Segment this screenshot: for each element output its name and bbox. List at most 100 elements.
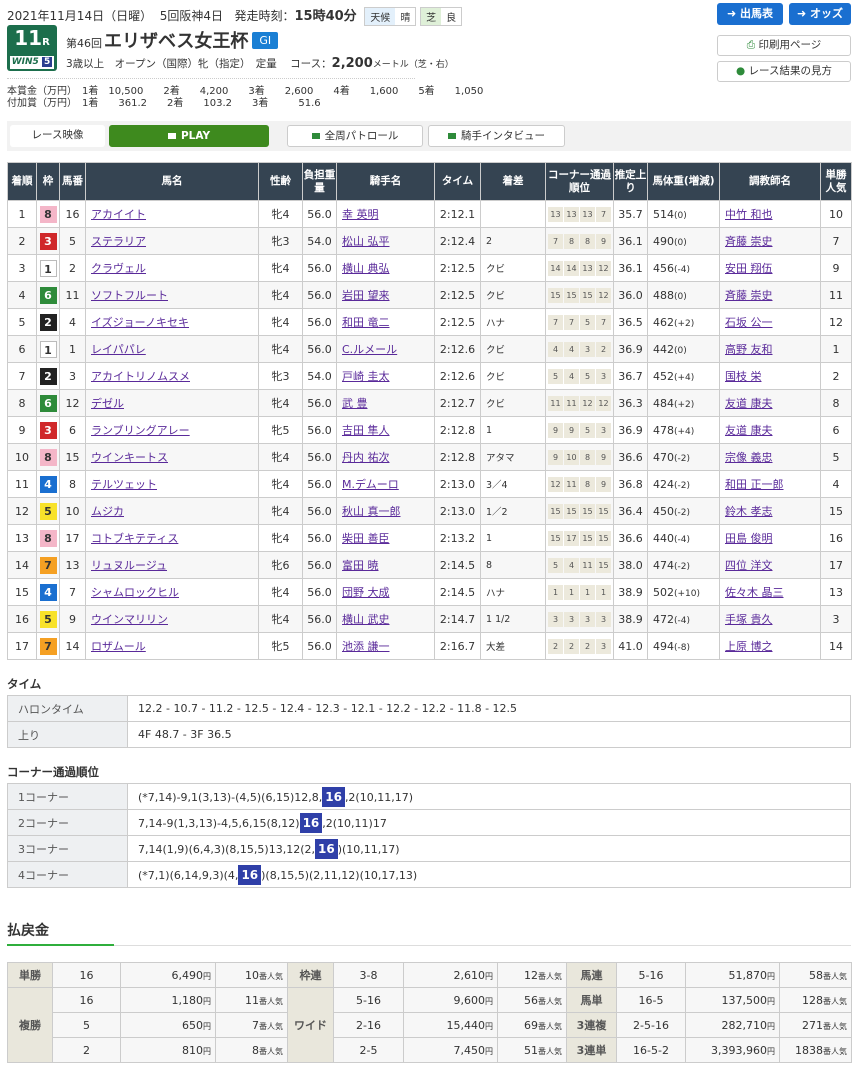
frame-badge: 8 [39, 205, 57, 223]
corner-order-before: 7,14(1,9)(6,4,3)(8,15,5)13,12(2, [138, 842, 315, 856]
horse-name-link[interactable]: ウインマリリン [91, 613, 168, 626]
print-button[interactable]: ⎙ 印刷用ページ [717, 35, 851, 56]
trainer-cell: 四位 洋文 [719, 551, 821, 579]
horse-name-link[interactable]: ステラリア [91, 235, 146, 248]
horse-name-link[interactable]: リュヌルージュ [91, 559, 168, 572]
weight-value: 502 [653, 585, 674, 599]
arrow-circle-icon: ➜ [726, 7, 741, 20]
horse-name-link[interactable]: ランブリングアレー [91, 424, 190, 437]
sex-age: 牝4 [258, 281, 303, 309]
jockey-cell: M.デムーロ [336, 470, 435, 498]
margin: ハナ [480, 308, 546, 336]
horse-name-link[interactable]: コトブキテティス [91, 532, 179, 545]
column-header: コーナー通過順位 [545, 162, 614, 201]
sex-age: 牝4 [258, 335, 303, 363]
corner-position: 15 [596, 557, 611, 573]
horse-name-link[interactable]: レイパパレ [91, 343, 146, 356]
weight-value: 450 [653, 504, 674, 518]
jockey-cell: 岩田 望来 [336, 281, 435, 309]
jockey-link[interactable]: 池添 謙一 [342, 640, 390, 653]
horse-name-link[interactable]: クラヴェル [91, 262, 146, 275]
trainer-link[interactable]: 中竹 和也 [725, 208, 773, 221]
trainer-link[interactable]: 国枝 栄 [725, 370, 762, 383]
payout-popularity: 51番人気 [497, 1037, 567, 1063]
jockey-link[interactable]: C.ルメール [342, 343, 398, 356]
weight-value: 442 [653, 342, 674, 356]
jockey-link[interactable]: 岩田 望来 [342, 289, 390, 302]
horse-name-link[interactable]: ウインキートス [91, 451, 168, 464]
jockey-link[interactable]: 戸崎 圭太 [342, 370, 390, 383]
trainer-link[interactable]: 友道 康夫 [725, 424, 773, 437]
corner-position: 15 [564, 503, 579, 519]
jockey-link[interactable]: 秋山 真一郎 [342, 505, 401, 518]
play-button[interactable]: PLAY [109, 125, 269, 147]
horse-name-link[interactable]: シャムロックヒル [91, 586, 179, 599]
trainer-link[interactable]: 手塚 貴久 [725, 613, 773, 626]
race-number-badge: 11R WIN5 5 [7, 25, 57, 71]
frame-cell: 8 [36, 524, 60, 552]
trainer-link[interactable]: 石坂 公一 [725, 316, 773, 329]
interview-button[interactable]: 騎手インタビュー [428, 125, 565, 147]
horse-name-link[interactable]: イズジョーノキセキ [91, 316, 190, 329]
horse-number: 16 [59, 200, 86, 228]
trainer-link[interactable]: 高野 友和 [725, 343, 773, 356]
horse-name-link[interactable]: ロザムール [91, 640, 146, 653]
jockey-link[interactable]: 松山 弘平 [342, 235, 390, 248]
weight-value: 472 [653, 612, 674, 626]
corner-position: 11 [564, 395, 579, 411]
trainer-link[interactable]: 安田 翔伍 [725, 262, 773, 275]
margin: クビ [480, 389, 546, 417]
jockey-link[interactable]: 富田 暁 [342, 559, 379, 572]
jockey-link[interactable]: 横山 典弘 [342, 262, 390, 275]
patrol-button[interactable]: 全周パトロール [287, 125, 423, 147]
weight-change: (-2) [674, 453, 690, 464]
sex-age: 牝4 [258, 308, 303, 336]
horse-name-link[interactable]: アカイイト [91, 208, 146, 221]
trainer-link[interactable]: 友道 康夫 [725, 397, 773, 410]
horse-name-link[interactable]: デゼル [91, 397, 124, 410]
popularity: 3 [820, 605, 852, 633]
odds-button[interactable]: ➜ オッズ [789, 3, 851, 25]
trainer-link[interactable]: 斉藤 崇史 [725, 235, 773, 248]
arrow-circle-icon: ● [736, 65, 749, 77]
trainer-link[interactable]: 宗像 義忠 [725, 451, 773, 464]
jockey-link[interactable]: 団野 大成 [342, 586, 390, 599]
horse-name-link[interactable]: テルツェット [91, 478, 157, 491]
jockey-link[interactable]: 吉田 隼人 [342, 424, 390, 437]
popularity: 2 [820, 362, 852, 390]
highlighted-horse: 16 [315, 838, 338, 859]
trainer-link[interactable]: 田島 俊明 [725, 532, 773, 545]
jockey-link[interactable]: 柴田 善臣 [342, 532, 390, 545]
jockey-link[interactable]: 幸 英明 [342, 208, 379, 221]
win5-label: WIN5 [11, 57, 39, 67]
margin: ハナ [480, 578, 546, 606]
trainer-link[interactable]: 和田 正一郎 [725, 478, 784, 491]
entries-button[interactable]: ➜ 出馬表 [717, 3, 783, 25]
trainer-link[interactable]: 四位 洋文 [725, 559, 773, 572]
corner-row: 4コーナー (*7,1)(6,14,9,3)(4, 16)(8,15,5)(2,11… [7, 861, 851, 888]
trainer-link[interactable]: 鈴木 孝志 [725, 505, 773, 518]
trainer-link[interactable]: 斉藤 崇史 [725, 289, 773, 302]
guide-button[interactable]: ● レース結果の見方 [717, 61, 851, 82]
horse-name-link[interactable]: ムジカ [91, 505, 124, 518]
finish-position: 14 [7, 551, 37, 579]
body-weight: 472(-4) [647, 605, 720, 633]
trainer-cell: 鈴木 孝志 [719, 497, 821, 525]
frame-badge: 8 [39, 529, 57, 547]
horse-name-link[interactable]: ソフトフルート [91, 289, 168, 302]
jockey-link[interactable]: 丹内 祐次 [342, 451, 390, 464]
trainer-link[interactable]: 上原 博之 [725, 640, 773, 653]
jockey-link[interactable]: 武 豊 [342, 397, 368, 410]
trainer-link[interactable]: 佐々木 晶三 [725, 586, 784, 599]
corner-position: 10 [564, 449, 579, 465]
column-header: 負担重量 [302, 162, 337, 201]
margin: 2 [480, 227, 546, 255]
payout-combination: 5 [52, 1012, 121, 1038]
jockey-link[interactable]: 和田 竜二 [342, 316, 390, 329]
table-row: 17 7 14 ロザムール 牝5 56.0 池添 謙一 2:16.7 大差 2 2 2 3 41.0 494… [7, 632, 852, 660]
jockey-link[interactable]: 横山 武史 [342, 613, 390, 626]
jockey-cell: 吉田 隼人 [336, 416, 435, 444]
last-3f: 36.6 [613, 524, 648, 552]
horse-name-link[interactable]: アカイトリノムスメ [91, 370, 190, 383]
jockey-link[interactable]: M.デムーロ [342, 478, 399, 491]
